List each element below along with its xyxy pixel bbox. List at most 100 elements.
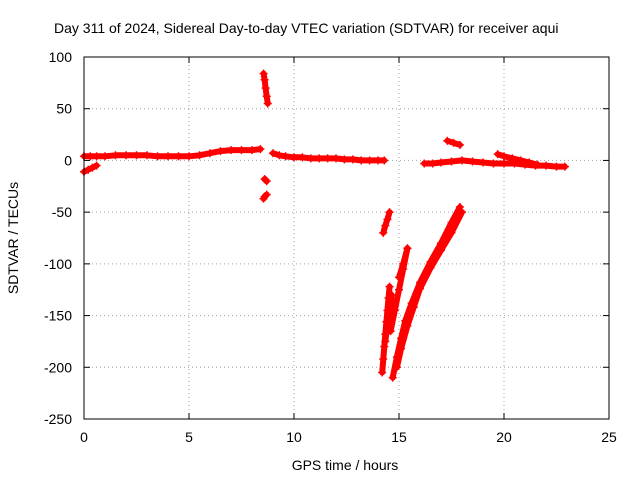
- data-point: [409, 303, 418, 312]
- data-point: [403, 244, 412, 253]
- data-point: [263, 99, 272, 108]
- data-point: [332, 154, 340, 163]
- data-point: [227, 146, 235, 155]
- data-point: [500, 152, 508, 161]
- data-point: [378, 368, 387, 377]
- data-point: [206, 149, 214, 158]
- data-point: [298, 153, 307, 162]
- data-point: [261, 84, 270, 93]
- data-point: [500, 159, 508, 168]
- data-point: [392, 363, 401, 372]
- series-track: [382, 291, 395, 345]
- data-point: [416, 284, 424, 293]
- data-point: [143, 151, 151, 160]
- data-point: [381, 221, 390, 230]
- data-point: [164, 152, 172, 161]
- y-tick-label: -150: [44, 308, 72, 324]
- data-point: [132, 151, 141, 160]
- data-point: [380, 156, 389, 165]
- data-point: [185, 152, 193, 161]
- data-point: [395, 285, 403, 294]
- data-point: [388, 373, 397, 382]
- data-point: [386, 327, 395, 336]
- data-point: [306, 154, 315, 163]
- data-point: [493, 150, 502, 159]
- x-tick-label: 25: [601, 429, 617, 445]
- data-point: [111, 151, 120, 160]
- data-point: [260, 75, 269, 84]
- y-axis-label: SDTVAR / TECUs: [5, 182, 21, 294]
- data-point: [385, 208, 394, 217]
- data-point: [262, 177, 271, 186]
- data-point: [315, 154, 324, 163]
- y-tick-label: -200: [44, 359, 72, 375]
- data-point: [122, 151, 130, 160]
- data-point: [552, 162, 561, 171]
- data-point: [426, 263, 435, 272]
- data-point: [101, 152, 109, 161]
- data-point: [275, 151, 284, 160]
- data-point: [516, 156, 525, 165]
- y-tick-label: -50: [52, 204, 72, 220]
- tick-labels: 0 5 10 15 20 25 -250 -200 -150 -100 -50 0 50 100: [44, 49, 617, 445]
- data-point: [365, 156, 374, 165]
- data-point: [88, 163, 97, 172]
- data-point: [340, 155, 349, 164]
- data-point: [420, 159, 429, 168]
- series-track: [380, 209, 393, 236]
- data-point: [379, 228, 388, 237]
- data-point: [399, 259, 408, 268]
- data-point: [153, 152, 162, 161]
- data-point: [397, 344, 406, 353]
- data-point: [525, 158, 534, 167]
- data-point: [468, 157, 477, 166]
- y-tick-label: 100: [49, 49, 73, 65]
- data-point: [216, 147, 225, 156]
- y-tick-label: -100: [44, 256, 72, 272]
- data-point: [437, 158, 445, 167]
- data-point: [262, 92, 271, 101]
- data-point: [84, 165, 93, 174]
- data-point: [447, 157, 456, 166]
- data-point: [390, 306, 399, 315]
- chart-title: Day 311 of 2024, Sidereal Day-to-day VTE…: [54, 20, 558, 36]
- data-point: [195, 151, 204, 160]
- data-point: [323, 154, 332, 163]
- data-point: [403, 321, 412, 330]
- axis-ticks: [83, 56, 610, 420]
- x-tick-label: 20: [496, 429, 512, 445]
- data-point: [489, 159, 498, 168]
- data-point: [92, 152, 101, 161]
- data-point: [395, 273, 403, 282]
- data-point: [379, 355, 388, 364]
- data-point: [237, 146, 246, 155]
- data-point: [479, 158, 487, 167]
- data-point: [174, 152, 183, 161]
- data-point: [248, 146, 256, 155]
- data-point: [449, 138, 458, 147]
- data-point: [428, 159, 437, 168]
- y-tick-label: 0: [64, 152, 72, 168]
- y-tick-label: 50: [56, 101, 72, 117]
- data-point: [269, 149, 277, 158]
- data-point: [455, 202, 464, 211]
- data-point: [443, 136, 452, 145]
- data-point: [385, 282, 394, 291]
- data-point: [458, 156, 466, 165]
- x-axis-label: GPS time / hours: [292, 457, 399, 473]
- data-point: [437, 246, 445, 255]
- data-point: [560, 162, 569, 171]
- x-tick-label: 0: [80, 429, 88, 445]
- x-tick-label: 15: [391, 429, 407, 445]
- data-point: [458, 208, 466, 217]
- data-point: [348, 155, 357, 164]
- data-point: [92, 161, 101, 170]
- data-point: [381, 337, 390, 346]
- data-point: [387, 290, 396, 299]
- data-point: [259, 69, 268, 78]
- x-tick-label: 5: [185, 429, 193, 445]
- data-point: [508, 154, 517, 163]
